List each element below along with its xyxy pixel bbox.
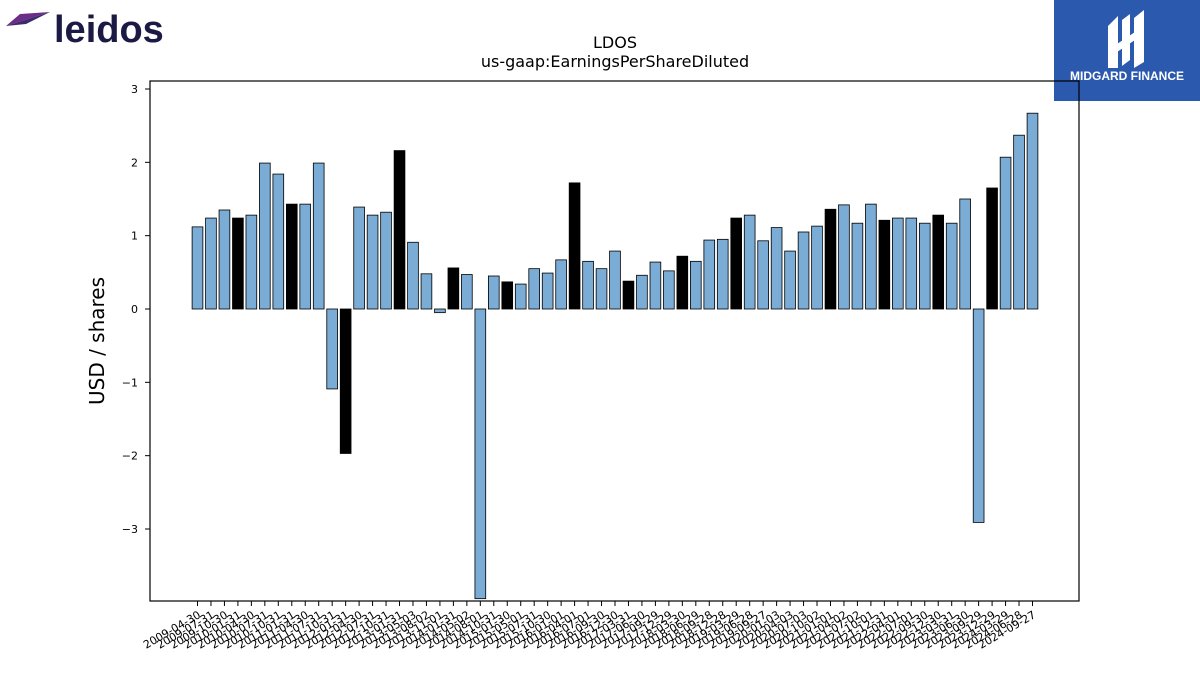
bar: [609, 250, 621, 310]
bar: [501, 281, 514, 310]
x-axis: 2009-04-302009-07-312009-10-302010-01-31…: [141, 601, 1038, 652]
midgard-wordmark: MIDGARD FINANCE: [1070, 69, 1184, 83]
bar: [191, 226, 204, 310]
bar: [272, 173, 285, 310]
bar: [353, 206, 365, 310]
bar: [649, 261, 662, 310]
bars-group: [191, 112, 1039, 600]
bar: [676, 255, 689, 310]
bar: [1026, 112, 1039, 310]
y-tick-label: 2: [131, 156, 138, 169]
chart-subtitle: us-gaap:EarningsPerShareDiluted: [481, 52, 749, 71]
bar: [851, 222, 864, 310]
bar: [326, 308, 338, 390]
bar: [622, 280, 635, 310]
bar: [690, 260, 702, 310]
bar: [582, 260, 594, 310]
bar: [434, 308, 446, 314]
bar: [259, 162, 271, 310]
bar: [972, 308, 985, 523]
y-tick-label: 1: [131, 230, 138, 243]
bar: [218, 209, 231, 310]
bar: [945, 222, 958, 310]
bar: [797, 231, 810, 310]
y-tick-label: 3: [131, 83, 138, 96]
bar: [703, 239, 716, 310]
bar: [918, 222, 931, 310]
y-tick-label: −1: [122, 376, 138, 389]
bar: [555, 259, 567, 310]
bar: [568, 182, 581, 310]
bar: [528, 268, 540, 310]
midgard-finance-logo: MIDGARD FINANCE: [1054, 0, 1200, 101]
bar: [838, 204, 850, 310]
bar: [999, 156, 1012, 310]
bar: [461, 274, 473, 310]
bar: [420, 273, 433, 310]
y-tick-label: 0: [131, 303, 138, 316]
bar: [865, 203, 877, 310]
chart-title: LDOS: [593, 33, 637, 52]
bar: [312, 162, 325, 310]
leidos-logo: leidos: [6, 4, 176, 51]
bar: [232, 217, 244, 310]
bar: [892, 217, 904, 310]
bar: [716, 238, 729, 310]
bar: [380, 211, 392, 310]
bar: [770, 227, 783, 310]
y-axis-label: USD / shares: [85, 277, 109, 405]
bar: [245, 214, 258, 310]
bar: [730, 217, 742, 310]
leidos-wordmark: leidos: [54, 9, 164, 50]
bar: [757, 240, 769, 310]
y-tick-label: −3: [122, 523, 138, 536]
bar: [986, 187, 998, 310]
bar: [487, 275, 500, 310]
bar: [447, 267, 460, 310]
bar: [541, 272, 554, 310]
bar: [878, 219, 891, 310]
midgard-emblem-icon: [1108, 10, 1144, 68]
bar: [824, 208, 837, 310]
bar: [811, 225, 823, 310]
bar: [663, 270, 675, 310]
bar: [784, 250, 796, 310]
bar: [743, 214, 756, 310]
y-axis: −3 −2 −1 0 1 2 3: [122, 83, 150, 536]
bar: [905, 217, 918, 310]
bar: [595, 268, 608, 310]
bar: [1013, 134, 1025, 310]
bar: [959, 198, 971, 310]
plot-frame: [149, 80, 1080, 602]
bar: [474, 308, 487, 600]
y-tick-label: −2: [122, 450, 138, 463]
bar: [366, 214, 379, 310]
bar: [636, 274, 648, 310]
bar: [299, 203, 312, 310]
bar: [514, 283, 527, 310]
bar: [407, 241, 419, 310]
bar: [339, 308, 352, 454]
bar: [205, 217, 217, 310]
bar: [932, 214, 945, 310]
bar: [393, 150, 406, 310]
bar: [285, 203, 298, 310]
